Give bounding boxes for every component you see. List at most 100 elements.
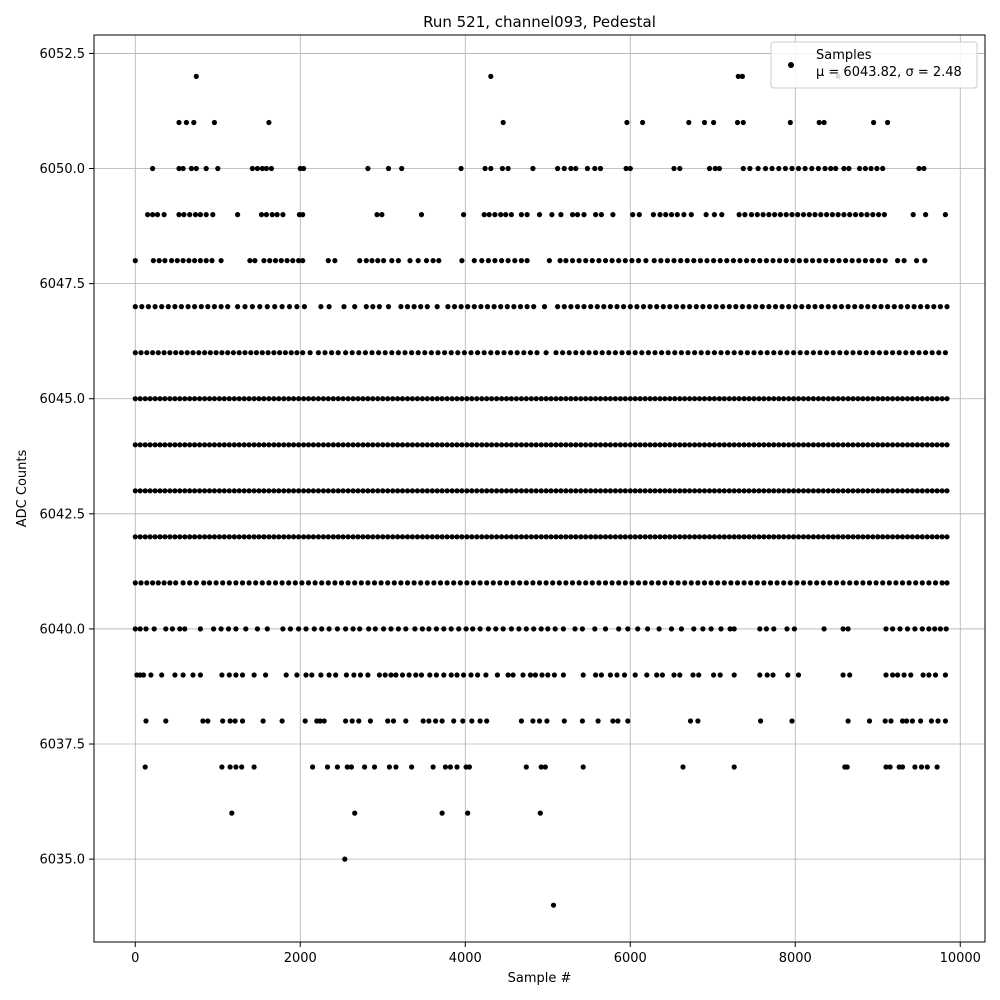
data-point: [524, 258, 530, 264]
data-point: [671, 258, 677, 264]
axis-ticks: 0 2000 4000 6000 8000 100006035.06037.56040.0…: [40, 47, 981, 966]
data-point: [241, 442, 247, 448]
x-tick-label: 10000: [940, 951, 981, 966]
data-point: [539, 672, 545, 678]
data-point: [563, 258, 569, 264]
data-point: [206, 442, 213, 448]
data-point: [815, 165, 822, 172]
data-point: [712, 165, 718, 172]
data-point: [597, 534, 604, 540]
data-point: [610, 212, 616, 218]
data-point: [739, 304, 746, 310]
data-point: [924, 304, 930, 310]
data-point: [518, 442, 525, 448]
data-point: [741, 534, 747, 540]
data-point: [761, 580, 767, 586]
data-point: [513, 488, 520, 494]
data-point: [692, 534, 698, 540]
data-point: [821, 626, 827, 632]
data-point: [890, 626, 896, 632]
data-point: [586, 350, 592, 356]
data-point: [437, 580, 444, 586]
data-point: [433, 626, 439, 632]
data-point: [523, 396, 529, 402]
data-point: [202, 350, 208, 356]
data-point: [717, 672, 723, 678]
data-point: [177, 488, 183, 494]
data-point: [667, 304, 673, 310]
data-point: [855, 442, 861, 448]
data-point: [652, 396, 658, 402]
data-point: [484, 396, 490, 402]
data-point: [705, 350, 711, 356]
data-point: [785, 672, 791, 678]
data-point: [593, 534, 599, 540]
data-point: [203, 212, 209, 218]
data-point: [303, 672, 309, 678]
data-point: [764, 672, 770, 678]
data-point: [672, 488, 678, 494]
data-point: [833, 580, 840, 586]
data-point: [399, 488, 406, 494]
data-point: [404, 396, 411, 402]
data-point: [598, 672, 605, 678]
y-tick-label: 6037.5: [40, 738, 86, 753]
data-point: [279, 718, 285, 724]
data-point: [469, 396, 475, 402]
data-point: [325, 580, 331, 586]
data-point: [630, 212, 636, 218]
data-point: [335, 488, 341, 494]
data-point: [172, 396, 178, 402]
data-point: [881, 212, 888, 218]
data-point: [375, 534, 381, 540]
data-point: [315, 396, 321, 402]
data-point: [202, 396, 208, 402]
data-point: [241, 534, 247, 540]
data-point: [211, 488, 217, 494]
data-point: [637, 534, 643, 540]
data-point: [163, 718, 169, 724]
data-point: [923, 350, 929, 356]
data-point: [466, 764, 472, 770]
data-point: [375, 442, 381, 448]
data-point: [740, 119, 746, 126]
data-point: [177, 534, 183, 540]
data-point: [846, 165, 852, 172]
data-point: [909, 718, 916, 724]
data-point: [459, 488, 465, 494]
data-point: [442, 764, 448, 770]
data-point: [305, 442, 312, 448]
data-point: [494, 442, 500, 448]
data-point: [548, 442, 554, 448]
data-point: [226, 534, 232, 540]
data-point: [680, 764, 686, 770]
data-point: [386, 764, 392, 770]
data-point: [176, 165, 182, 172]
data-point: [429, 396, 435, 402]
data-point: [573, 396, 579, 402]
data-point: [157, 534, 163, 540]
data-point: [568, 534, 574, 540]
data-point: [322, 350, 328, 356]
data-point: [376, 672, 382, 678]
data-point: [203, 258, 209, 264]
data-point: [404, 534, 411, 540]
data-point: [291, 488, 297, 494]
data-point: [249, 165, 255, 172]
data-point: [226, 672, 232, 678]
data-point: [622, 442, 628, 448]
data-point: [592, 165, 598, 172]
data-point: [898, 304, 904, 310]
data-point: [929, 442, 935, 448]
data-point: [583, 580, 589, 586]
data-point: [924, 396, 930, 402]
data-point: [205, 718, 211, 724]
data-point: [218, 626, 224, 632]
data-point: [904, 442, 911, 448]
data-point: [206, 396, 213, 402]
data-point: [880, 442, 886, 448]
data-point: [597, 165, 604, 172]
data-point: [192, 258, 198, 264]
data-point: [810, 396, 817, 402]
data-point: [664, 258, 671, 264]
